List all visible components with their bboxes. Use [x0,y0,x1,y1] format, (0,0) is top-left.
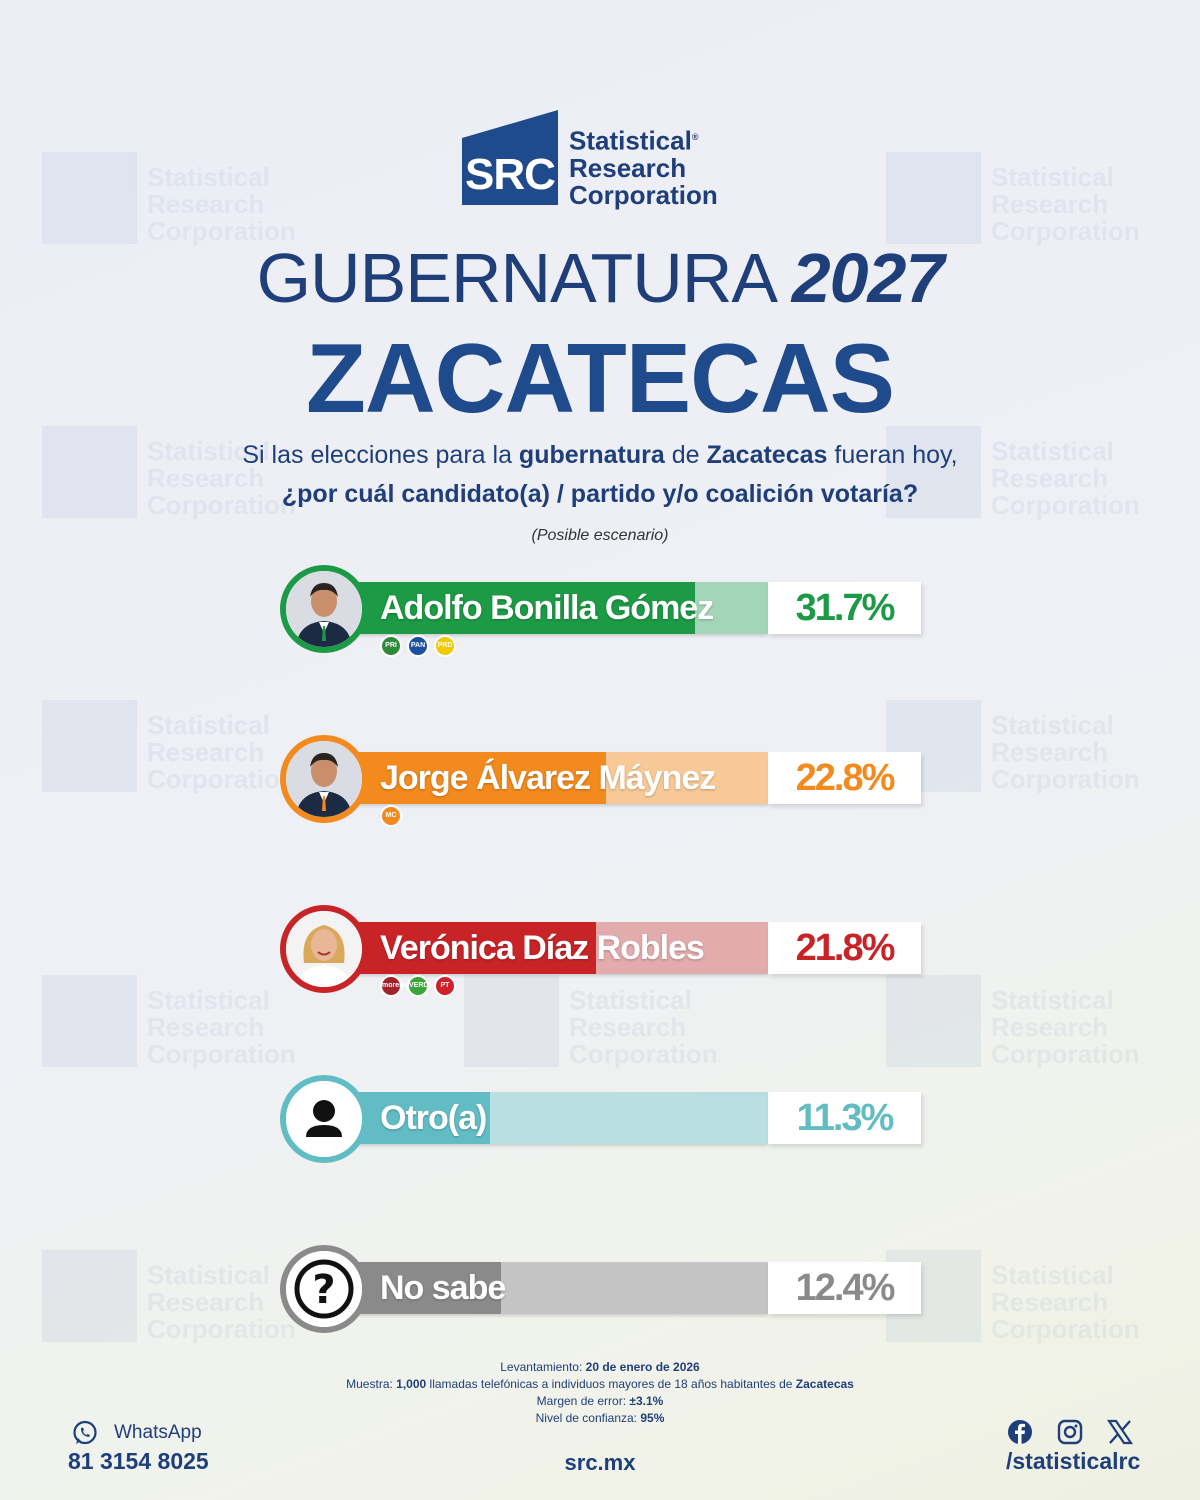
bar-label: Otro(a) [380,1099,487,1137]
logo-line-2: Research [569,152,687,183]
bar-row: Verónica Díaz Robles 21.8% morena VERDE PT [280,905,930,1000]
page-heading: GUBERNATURA 2027 [0,238,1200,318]
survey-date-line: Levantamiento: 20 de enero de 2026 [500,1360,700,1374]
watermark-logo: Statistical Research Corporation [42,152,322,252]
watermark-logo: Statistical Research Corporation [464,975,744,1075]
bar-label: Jorge Álvarez Máynez [380,759,716,797]
watermark-logo: Statistical Research Corporation [886,426,1166,526]
logo-line-1: Statistical [569,125,692,156]
whatsapp-number[interactable]: 81 3154 8025 [68,1448,209,1474]
methodology-note: Levantamiento: 20 de enero de 2026 Muest… [0,1359,1200,1427]
value-label: 12.4% [795,1267,896,1309]
value-label: 21.8% [795,927,896,969]
value-box: 31.7% [768,582,921,634]
bar-label: Verónica Díaz Robles [380,929,705,967]
watermark-text: Statistical Research Corporation [147,710,296,794]
bar-fill [330,922,596,974]
watermark-text: Statistical Research Corporation [991,710,1140,794]
registered-mark: ® [691,132,699,142]
value-label: 31.7% [795,587,896,629]
watermark-logo: Statistical Research Corporation [886,152,1166,252]
confidence-line: Nivel de confianza: 95% [535,1411,665,1425]
state-title: ZACATECAS [305,323,895,433]
party-logo-icon: PRI [380,635,402,657]
value-label: 11.3% [796,1097,895,1139]
sample-line: Muestra: 1,000 llamadas telefónicas a in… [346,1377,854,1391]
value-box: 22.8% [768,752,921,804]
bar-row: Adolfo Bonilla Gómez 31.7% PRI PAN PRD [280,565,930,660]
whatsapp-label: WhatsApp [114,1422,202,1443]
bar-row: No sabe 12.4%? [280,1245,930,1340]
heading-year: 2027 [791,239,945,317]
watermark-text: Statistical Research Corporation [147,436,296,520]
man-portrait [280,565,368,653]
bar-label: No sabe [380,1269,506,1307]
party-logo-icon: MC [380,805,402,827]
instagram-icon[interactable] [1057,1419,1083,1445]
party-logo-icon: PAN [407,635,429,657]
watermark-logo: Statistical Research Corporation [42,426,322,526]
watermark-logo: Statistical Research Corporation [886,700,1166,800]
value-box: 21.8% [768,922,921,974]
watermark-text: Statistical Research Corporation [569,985,718,1069]
value-box: 12.4% [768,1262,921,1314]
party-logo-icon: PT [434,975,456,997]
question-icon: ? [280,1245,368,1333]
svg-text:?: ? [312,1267,335,1313]
logo-mark-icon [462,110,558,205]
bar-row: Otro(a) 11.3% [280,1075,930,1170]
watermark-logo: Statistical Research Corporation [42,975,322,1075]
website-link[interactable]: src.mx [564,1450,636,1475]
facebook-icon[interactable] [1007,1419,1033,1445]
watermark-text: Statistical Research Corporation [991,985,1140,1069]
woman-portrait [280,905,368,993]
man-portrait [280,735,368,823]
watermark-text: Statistical Research Corporation [991,162,1140,246]
bar-track [330,752,768,804]
logo-line-3: Corporation [569,179,718,210]
bar-row: Jorge Álvarez Máynez 22.8% MC [280,735,930,830]
value-label: 22.8% [795,757,896,799]
logo-mark-text: SRC [465,150,556,199]
heading-office: GUBERNATURA [256,239,775,317]
watermark-logo: Statistical Research Corporation [42,700,322,800]
watermark-text: Statistical Research Corporation [147,985,296,1069]
party-logo-icon: VERDE [407,975,433,997]
whatsapp-icon[interactable] [72,1420,98,1446]
question-line-1: Si las elecciones para la gubernatura de… [242,441,958,469]
bar-track [330,582,768,634]
bar-track [330,922,768,974]
bar-fill [330,582,696,634]
x-icon[interactable] [1107,1419,1133,1445]
person-icon [280,1075,368,1163]
scenario-note: (Posible escenario) [531,527,669,544]
bar-fill [330,752,606,804]
watermark-text: Statistical Research Corporation [991,436,1140,520]
value-box: 11.3% [768,1092,921,1144]
watermark-text: Statistical Research Corporation [991,1260,1140,1344]
logo-wordmark: Statistical® Research Corporation [569,124,718,209]
party-logo-icon: morena [380,975,407,997]
src-logo: SRC Statistical® Research Corporation [462,110,742,210]
party-logo-icon: PRD [434,635,456,657]
watermark-text: Statistical Research Corporation [147,1260,296,1344]
margin-line: Margen de error: ±3.1% [536,1394,664,1408]
bar-label: Adolfo Bonilla Gómez [380,589,714,627]
watermark-text: Statistical Research Corporation [147,162,296,246]
question-line-2: ¿por cuál candidato(a) / partido y/o coa… [281,480,919,508]
watermark-logo: Statistical Research Corporation [886,975,1166,1075]
watermark-logo: Statistical Research Corporation [42,1250,322,1350]
social-handle[interactable]: /statisticalrc [1006,1448,1141,1474]
